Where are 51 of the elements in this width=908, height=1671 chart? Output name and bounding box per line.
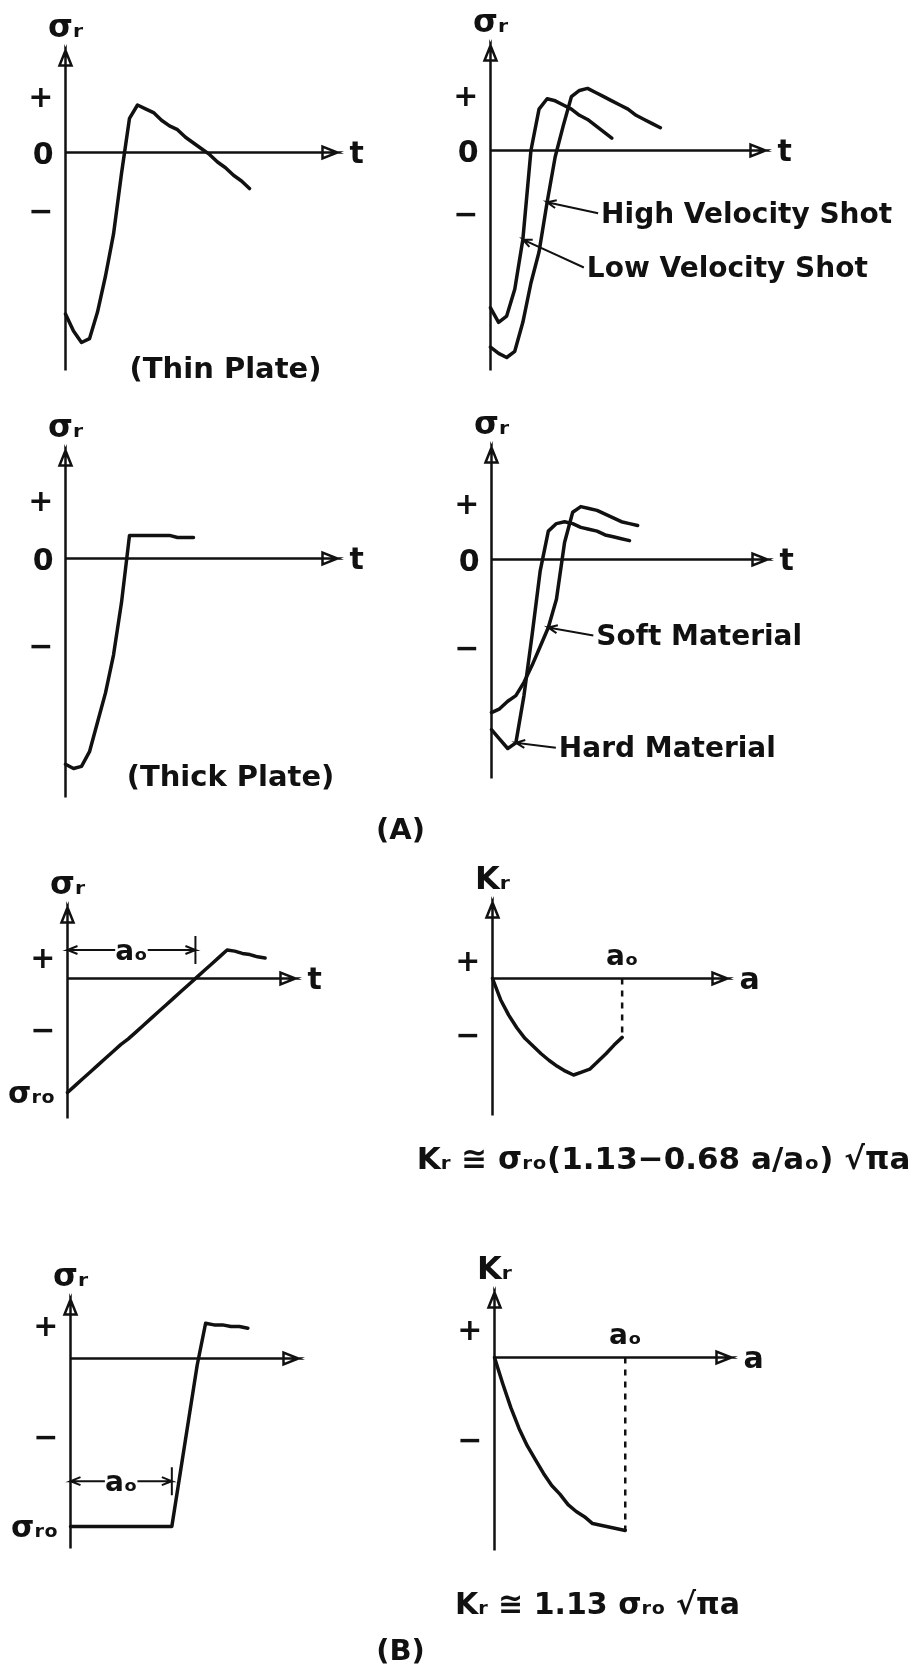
x-axis-title: t (307, 961, 322, 996)
annotation: (Thick Plate) (126, 758, 335, 793)
y-axis-title: σᵣ (473, 403, 510, 442)
x-axis-title: t (349, 135, 364, 170)
ref-line-label: aₒ (115, 933, 148, 967)
text: 0 (32, 541, 54, 577)
x-axis-title: t (777, 133, 792, 168)
text: + (454, 485, 480, 521)
text: − (455, 1016, 481, 1052)
text: + (455, 942, 481, 978)
y-axis-title: σᵣ (47, 406, 84, 445)
y-axis-title: σᵣ (52, 1255, 89, 1294)
text: + (33, 1307, 59, 1343)
text: − (453, 195, 479, 231)
legend-label: High Velocity Shot (601, 196, 893, 230)
text: aₒ (608, 1317, 642, 1351)
text: − (33, 1418, 59, 1454)
x-axis-title: a (743, 1340, 764, 1375)
legend-label: Hard Material (558, 731, 776, 765)
x-axis-title: a (739, 961, 760, 996)
text: σᵣₒ (8, 1075, 56, 1110)
y-axis-title: Kᵣ (477, 1248, 513, 1287)
text: (A) (376, 811, 425, 846)
text: aₒ (605, 938, 639, 972)
text: (B) (376, 1632, 425, 1667)
text: (Thin Plate) (129, 350, 322, 385)
text: + (28, 482, 54, 518)
text: + (30, 939, 56, 975)
y-axis-title: σᵣ (472, 1, 509, 40)
text: Kᵣ ≅ σᵣₒ(1.13−0.68 a/aₒ) √πa (416, 1139, 908, 1176)
text: − (28, 192, 54, 228)
legend-label: Soft Material (596, 619, 803, 653)
y-axis-title: σᵣ (49, 863, 86, 902)
y-axis-title: σᵣ (47, 6, 84, 45)
text: 0 (32, 135, 54, 171)
text: σᵣₒ (11, 1509, 59, 1544)
text: + (453, 77, 479, 113)
text: − (454, 629, 480, 665)
text: 0 (458, 542, 480, 578)
text: − (30, 1011, 56, 1047)
x-axis-title: t (349, 541, 364, 576)
text: Kᵣ ≅ 1.13 σᵣₒ √πa (454, 1586, 741, 1621)
text: − (28, 627, 54, 663)
text: − (457, 1421, 483, 1457)
text: + (457, 1311, 483, 1347)
legend-label: Low Velocity Shot (586, 251, 868, 285)
text: 0 (457, 133, 479, 169)
x-axis-title: t (779, 542, 794, 577)
ref-line-label: aₒ (104, 1464, 138, 1498)
y-axis-title: Kᵣ (475, 858, 511, 897)
text: + (28, 78, 54, 114)
